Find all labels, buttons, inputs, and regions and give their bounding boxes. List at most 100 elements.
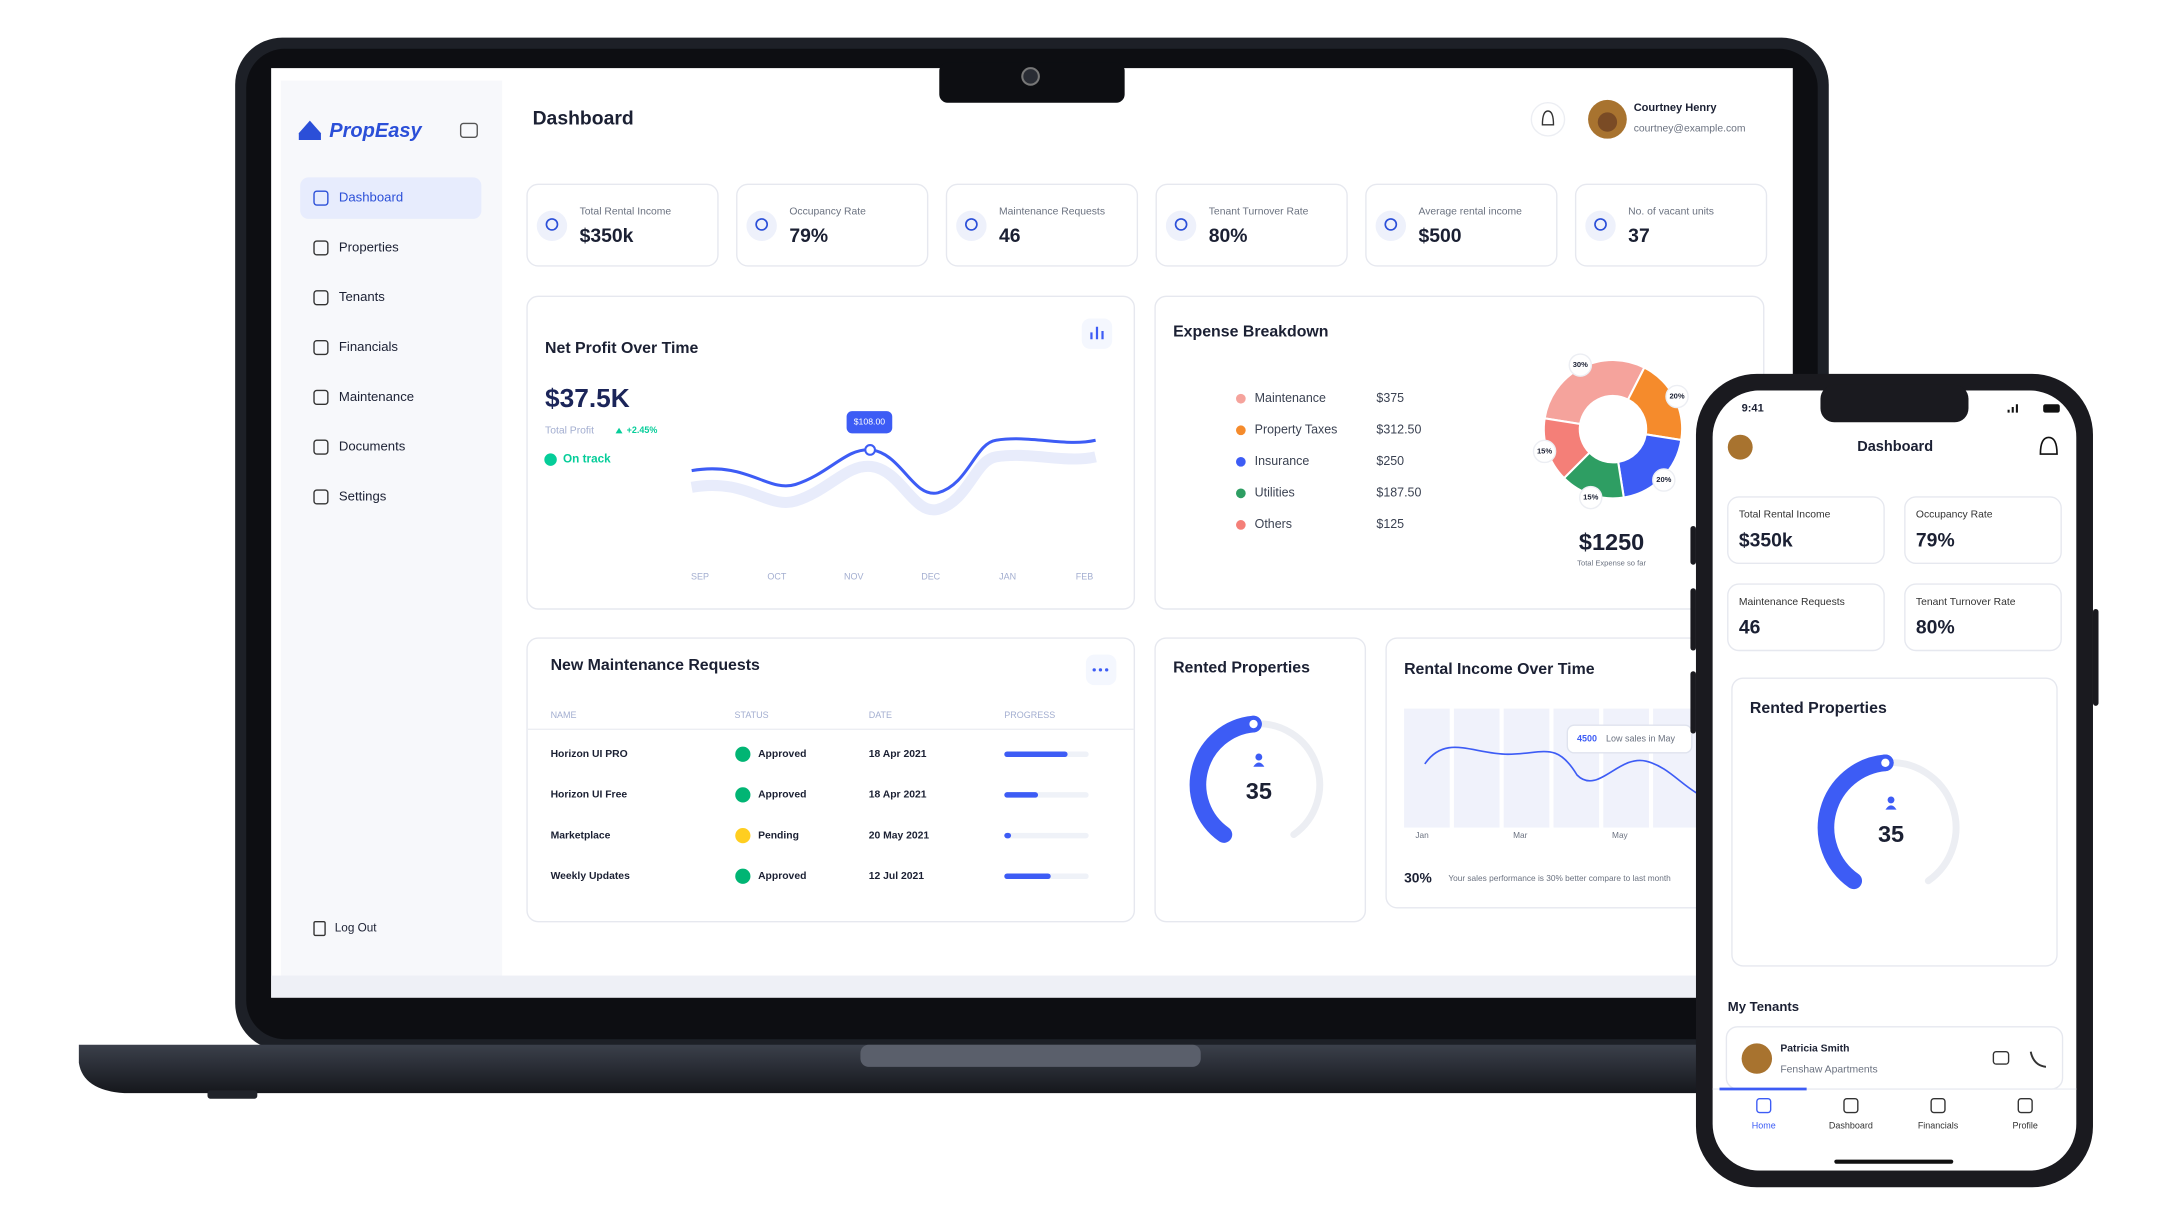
expense-total: $1250: [1579, 529, 1644, 555]
tab-label[interactable]: Financials: [1918, 1121, 1959, 1131]
nav-item[interactable]: Properties: [339, 239, 399, 254]
signal-icon: [2007, 404, 2018, 413]
more-dot: [1098, 668, 1103, 672]
donut-segment: [1543, 358, 1646, 426]
x-label: Jan: [1415, 830, 1429, 840]
stat-label: Tenant Turnover Rate: [1209, 207, 1309, 218]
nav-item[interactable]: Maintenance: [339, 389, 414, 404]
brand-logo: [298, 120, 321, 141]
legend-name: Insurance: [1255, 454, 1310, 468]
stat-value: 79%: [789, 225, 828, 247]
tooltip-point: [864, 444, 876, 456]
phone-avatar[interactable]: [1727, 434, 1753, 460]
status-icon: [735, 746, 751, 762]
tab-icon: [2017, 1098, 2033, 1114]
card-title: Net Profit Over Time: [545, 340, 699, 357]
card-title: Expense Breakdown: [1173, 324, 1328, 341]
stat-label: Total Rental Income: [580, 207, 672, 218]
legend-dot: [1236, 488, 1246, 499]
nav-item[interactable]: Financials: [339, 339, 399, 354]
nav-item[interactable]: Tenants: [339, 289, 385, 304]
nav-icon: [313, 439, 329, 455]
laptop-screen-content: PropEasy Dashboard Properties Tenants Financ…: [271, 80, 1793, 998]
nav-icon: [313, 339, 329, 356]
row-date: 20 May 2021: [869, 830, 930, 841]
donut-label-bg: [1665, 384, 1689, 409]
net-profit-card: [526, 295, 1136, 610]
row-date: 18 Apr 2021: [869, 790, 927, 801]
nav-item[interactable]: Documents: [339, 439, 406, 454]
stat-card: [1155, 183, 1348, 267]
logout-icon: [313, 920, 326, 937]
laptop-foot: [207, 1090, 258, 1099]
phone-bell[interactable]: [2039, 436, 2058, 455]
card-title: Rental Income Over Time: [1404, 661, 1595, 678]
row-name: Horizon UI PRO: [551, 749, 628, 760]
stat-value: 37: [1628, 225, 1650, 247]
gauge-arc: [1817, 754, 1894, 890]
phone-screen: 9:41 Dashboard Total Rental Income $350k Occ…: [1712, 390, 2077, 1171]
legend-dot: [1236, 393, 1246, 404]
page-title: Dashboard: [533, 107, 634, 129]
phone-stat-card: [1904, 583, 2062, 652]
status-dot: [544, 453, 557, 466]
stat-value: 46: [1739, 616, 1761, 638]
stat-icon-glyph: [755, 218, 769, 231]
tenant-property: Fenshaw Apartments: [1780, 1064, 1877, 1075]
laptop-base: [78, 1044, 1799, 1094]
phone-stat-card: [1727, 496, 1885, 565]
notification-button[interactable]: [1530, 102, 1566, 137]
stat-icon: [956, 210, 987, 242]
message-button[interactable]: [1992, 1050, 2010, 1065]
stat-label: Maintenance Requests: [1739, 597, 1845, 608]
progress-bar: [1004, 832, 1012, 839]
row-name: Weekly Updates: [551, 871, 631, 882]
tab-label[interactable]: Home: [1752, 1121, 1776, 1131]
person-icon: [1885, 805, 1897, 810]
performance-value: 30%: [1404, 869, 1432, 885]
maintenance-card: [526, 637, 1136, 923]
gauge-knob-center: [1881, 758, 1890, 767]
gauge-track: [1250, 720, 1324, 839]
tooltip: [846, 411, 893, 434]
nav-item[interactable]: Dashboard: [339, 190, 403, 205]
stat-card: [1365, 183, 1558, 267]
up-arrow: [615, 427, 623, 434]
logout[interactable]: Log Out: [335, 922, 378, 935]
x-label: NOV: [844, 572, 863, 582]
stat-icon: [746, 210, 777, 242]
performance-text: Your sales performance is 30% better com…: [1448, 873, 1671, 883]
stat-icon-glyph: [1174, 218, 1188, 231]
expense-total-label: Total Expense so far: [1577, 558, 1646, 567]
x-label: Mar: [1513, 830, 1528, 840]
stat-icon: [1375, 210, 1407, 242]
collapse-button[interactable]: [459, 122, 478, 138]
donut-label-bg: [1568, 353, 1593, 377]
section-title: My Tenants: [1728, 999, 1799, 1014]
stat-label: No. of vacant units: [1628, 207, 1714, 218]
column-header: STATUS: [735, 710, 769, 720]
progress-track: [1004, 832, 1089, 839]
nav-icon: [313, 190, 329, 206]
status-icon: [735, 868, 751, 884]
nav-item[interactable]: Settings: [339, 488, 387, 503]
x-label: FEB: [1076, 572, 1093, 582]
income-tooltip: [1566, 724, 1693, 754]
chart-band: [1404, 708, 1450, 828]
laptop-hinge-notch: [860, 1044, 1201, 1067]
legend-amount: $375: [1376, 391, 1404, 405]
stat-label: Total Rental Income: [1739, 510, 1831, 521]
call-button[interactable]: [2029, 1051, 2047, 1068]
progress-bar: [1004, 792, 1039, 798]
tenant-name: Patricia Smith: [1780, 1044, 1849, 1055]
stat-icon: [1585, 210, 1616, 242]
stat-value: 80%: [1209, 225, 1248, 247]
tenant-avatar: [1741, 1043, 1773, 1074]
home-indicator: [1834, 1159, 1954, 1164]
donut-label-bg: [1532, 439, 1557, 464]
stat-icon-glyph: [965, 218, 978, 231]
tab-label[interactable]: Dashboard: [1829, 1121, 1873, 1131]
legend-name: Utilities: [1255, 486, 1295, 500]
tab-label[interactable]: Profile: [2012, 1121, 2037, 1131]
